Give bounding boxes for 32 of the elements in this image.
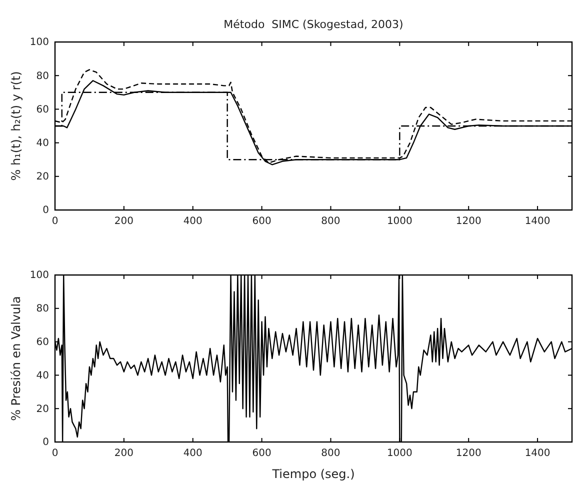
y-tick-label: 40	[36, 370, 49, 382]
x-tick-label: 200	[114, 448, 134, 460]
y-tick-label: 100	[30, 37, 49, 48]
y-tick-label: 0	[42, 437, 49, 448]
x-tick-label: 0	[52, 448, 58, 460]
x-tick-label: 600	[252, 216, 272, 228]
x-tick-label: 1400	[524, 216, 550, 228]
x-tick-label: 1000	[386, 448, 412, 460]
y-axis-title: % h₁(t), h₂(t) y r(t)	[9, 71, 23, 181]
y-tick-label: 20	[36, 404, 49, 415]
x-tick-label: 800	[321, 216, 340, 228]
x-tick-label: 1000	[386, 216, 412, 228]
y-tick-label: 60	[36, 104, 49, 116]
x-tick-label: 0	[52, 216, 58, 228]
y-tick-label: 0	[42, 205, 49, 216]
y-tick-label: 40	[36, 138, 49, 149]
x-axis-title: Tiempo (seg.)	[271, 467, 355, 481]
x-tick-label: 400	[183, 448, 202, 460]
y-tick-label: 100	[30, 270, 49, 282]
y-tick-label: 80	[36, 70, 49, 82]
y-tick-label: 20	[36, 172, 49, 183]
x-tick-label: 400	[183, 216, 202, 228]
x-tick-label: 200	[114, 216, 134, 228]
y-tick-label: 80	[36, 304, 49, 315]
x-tick-label: 800	[321, 448, 340, 460]
x-tick-label: 1200	[456, 216, 482, 228]
x-tick-label: 600	[252, 448, 272, 460]
x-tick-label: 1200	[456, 448, 482, 460]
y-axis-title: % Presión en Valvula	[9, 296, 23, 421]
x-tick-label: 1400	[524, 448, 550, 460]
chart-title: Método SIMC (Skogestad, 2003)	[224, 18, 404, 31]
y-tick-label: 60	[36, 337, 49, 348]
